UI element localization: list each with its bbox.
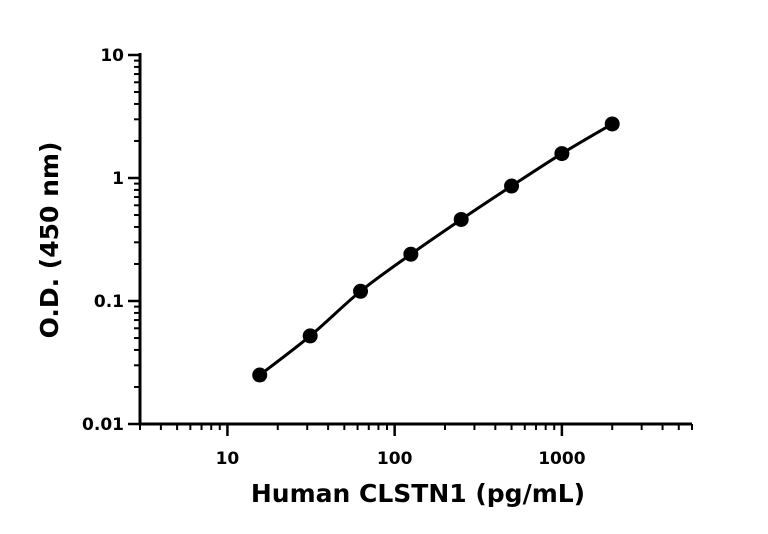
data-point	[403, 246, 419, 262]
data-point	[504, 178, 520, 194]
x-axis: 10 100 1000	[138, 422, 693, 469]
plot-area	[252, 116, 620, 383]
x-tick-label: 1000	[538, 449, 585, 469]
y-tick-label: 1	[112, 169, 124, 189]
data-point	[604, 116, 620, 132]
data-point	[252, 367, 268, 383]
y-tick-label: 0.1	[94, 292, 124, 312]
data-point	[302, 328, 318, 344]
x-axis-title: Human CLSTN1 (pg/mL)	[251, 479, 585, 508]
x-tick-label: 100	[377, 449, 413, 469]
data-point	[353, 283, 369, 299]
y-tick-label: 0.01	[82, 415, 124, 435]
y-axis-title: O.D. (450 nm)	[35, 142, 64, 339]
y-tick-label: 10	[100, 46, 124, 66]
x-tick-label: 10	[216, 449, 240, 469]
data-point	[554, 146, 570, 162]
data-point	[453, 211, 469, 227]
y-axis: 0.01 0.1 1 10	[82, 46, 142, 435]
